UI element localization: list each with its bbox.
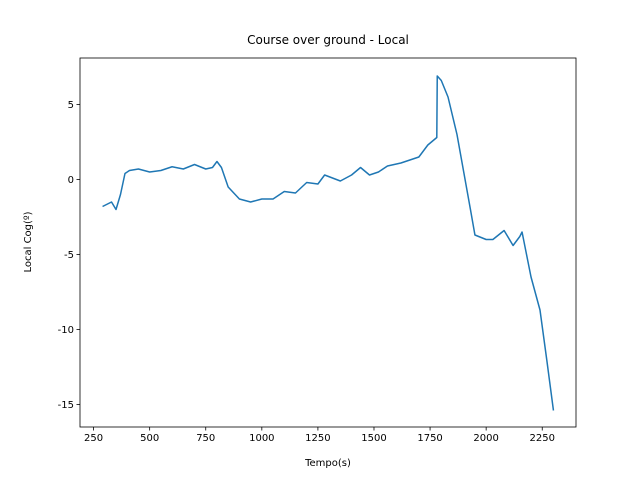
x-tick-label: 750 bbox=[196, 433, 215, 444]
x-tick-label: 1750 bbox=[417, 433, 442, 444]
y-tick-label: 0 bbox=[68, 175, 74, 186]
chart-title: Course over ground - Local bbox=[247, 33, 409, 47]
x-tick-label: 2000 bbox=[473, 433, 498, 444]
x-tick-label: 1000 bbox=[249, 433, 274, 444]
x-tick-label: 2250 bbox=[530, 433, 555, 444]
y-tick-label: -5 bbox=[64, 250, 74, 261]
y-axis-label: Local Cog(º) bbox=[23, 211, 34, 272]
x-tick-label: 1250 bbox=[305, 433, 330, 444]
data-line bbox=[102, 75, 555, 411]
x-tick-label: 500 bbox=[140, 433, 159, 444]
x-axis-label: Tempo(s) bbox=[304, 458, 351, 469]
y-tick-label: -15 bbox=[58, 400, 74, 411]
x-tick-label: 250 bbox=[84, 433, 103, 444]
y-tick-label: -10 bbox=[58, 325, 74, 336]
y-tick-label: 5 bbox=[68, 100, 74, 111]
plot-frame bbox=[79, 57, 577, 428]
x-tick-label: 1500 bbox=[361, 433, 386, 444]
